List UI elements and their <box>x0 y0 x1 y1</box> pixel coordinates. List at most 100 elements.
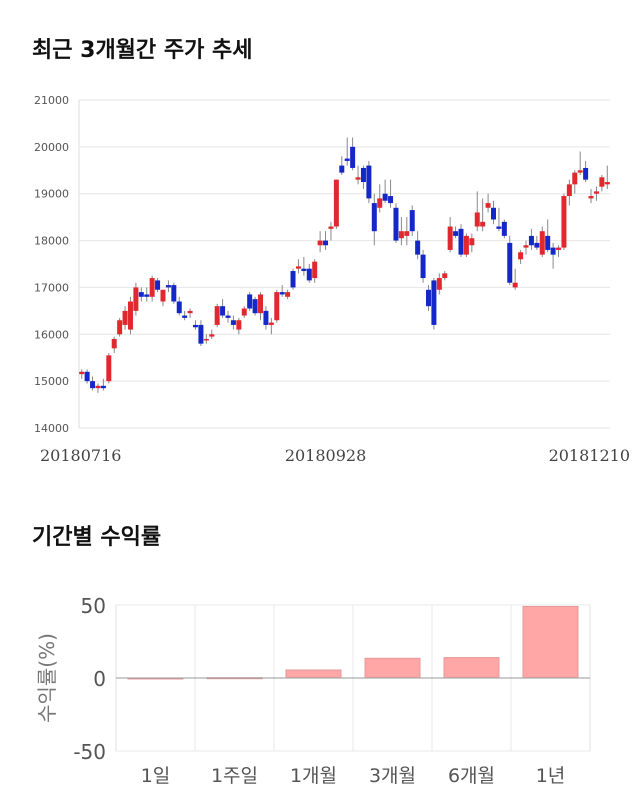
candle-up <box>566 184 572 197</box>
candle-down <box>144 294 150 297</box>
candle-down <box>371 203 377 232</box>
candle-down <box>100 385 106 389</box>
price-trend-title: 최근 3개월간 주가 추세 <box>32 38 253 63</box>
candle-down <box>192 324 198 328</box>
candle-down <box>306 268 312 281</box>
candle-up <box>604 182 610 185</box>
candle-up <box>523 245 529 248</box>
candle-down <box>90 381 96 389</box>
candle-up <box>561 196 567 248</box>
candle-up <box>539 231 545 255</box>
candle-up <box>398 231 404 239</box>
candle-up <box>593 191 599 194</box>
candle-down <box>252 299 258 314</box>
return-bar <box>285 669 342 679</box>
candle-up <box>436 278 442 290</box>
candle-up <box>442 273 448 279</box>
candle-down <box>409 210 415 232</box>
candle-up <box>79 371 85 375</box>
candle-down <box>279 292 285 295</box>
candle-up <box>572 172 578 185</box>
return-bar <box>522 605 579 679</box>
candlestick-chart: 14000 15000 16000 17000 18000 19000 20000 21000… <box>34 94 630 465</box>
y-tick-label: -50 <box>73 740 106 764</box>
candle-up <box>127 301 133 330</box>
candle-up <box>95 385 101 389</box>
candle-up <box>480 221 486 227</box>
candle-down <box>453 231 459 236</box>
candle-down <box>350 146 356 168</box>
x-tick-label: 20181210 <box>549 446 630 465</box>
candle-down <box>507 242 513 283</box>
candle-down <box>393 207 399 241</box>
candle-down <box>182 315 188 318</box>
candle-down <box>247 294 253 309</box>
candle-up <box>577 170 583 173</box>
candle-down <box>382 193 388 201</box>
candle-down <box>301 268 307 272</box>
y-tick-label: 16000 <box>34 328 69 341</box>
candle-up <box>463 235 469 255</box>
candle-up <box>106 355 112 382</box>
candle-down <box>84 371 90 382</box>
candle-up <box>312 261 318 279</box>
candle-down <box>501 221 507 236</box>
candle-up <box>117 320 123 335</box>
candle-up <box>599 177 605 187</box>
candle-up <box>133 287 139 311</box>
candle-up <box>268 322 274 325</box>
return-bar <box>443 657 500 679</box>
candle-up <box>258 294 264 314</box>
y-tick-label: 19000 <box>34 188 69 201</box>
y-axis-label: 수익률(%) <box>35 633 59 723</box>
candle-down <box>263 310 269 325</box>
y-tick-label: 15000 <box>34 375 69 388</box>
candle-down <box>230 320 236 325</box>
candle-down <box>344 158 350 161</box>
candle-up <box>160 289 166 302</box>
candle-up <box>203 338 209 341</box>
candle-down <box>176 301 182 314</box>
candle-up <box>447 226 453 250</box>
candle-up <box>209 334 215 337</box>
candle-down <box>420 254 426 279</box>
x-tick-label: 1개월 <box>290 765 337 787</box>
y-tick-label: 17000 <box>34 281 69 294</box>
candle-down <box>323 240 329 246</box>
candle-up <box>285 292 291 297</box>
candle-down <box>534 242 540 248</box>
candle-up <box>333 179 339 227</box>
x-tick-label: 6개월 <box>448 765 495 787</box>
candle-down <box>198 324 204 344</box>
candle-up <box>474 212 480 227</box>
x-tick-label: 3개월 <box>369 765 416 787</box>
candle-up <box>187 310 193 314</box>
candle-down <box>550 247 556 255</box>
return-bar <box>364 657 421 679</box>
candle-down <box>138 292 144 297</box>
candle-down <box>496 226 502 229</box>
candle-up <box>214 306 220 325</box>
candle-up <box>236 320 242 330</box>
candle-down <box>583 167 589 180</box>
candle-up <box>556 247 562 250</box>
candle-up <box>328 226 334 229</box>
candle-up <box>149 278 155 297</box>
candle-down <box>491 207 497 220</box>
candle-down <box>458 228 464 255</box>
candle-up <box>274 292 280 321</box>
candle-up <box>404 231 410 236</box>
candle-down <box>290 271 296 288</box>
candle-up <box>485 203 491 208</box>
y-tick-label: 21000 <box>34 94 69 107</box>
candle-down <box>165 285 171 288</box>
candle-down <box>528 235 534 246</box>
candle-down <box>339 165 345 173</box>
candle-up <box>317 240 323 246</box>
candle-down <box>366 165 372 199</box>
candle-up <box>355 177 361 180</box>
candle-up <box>469 238 475 246</box>
y-tick-label: 50 <box>81 594 106 618</box>
candle-down <box>155 280 161 290</box>
